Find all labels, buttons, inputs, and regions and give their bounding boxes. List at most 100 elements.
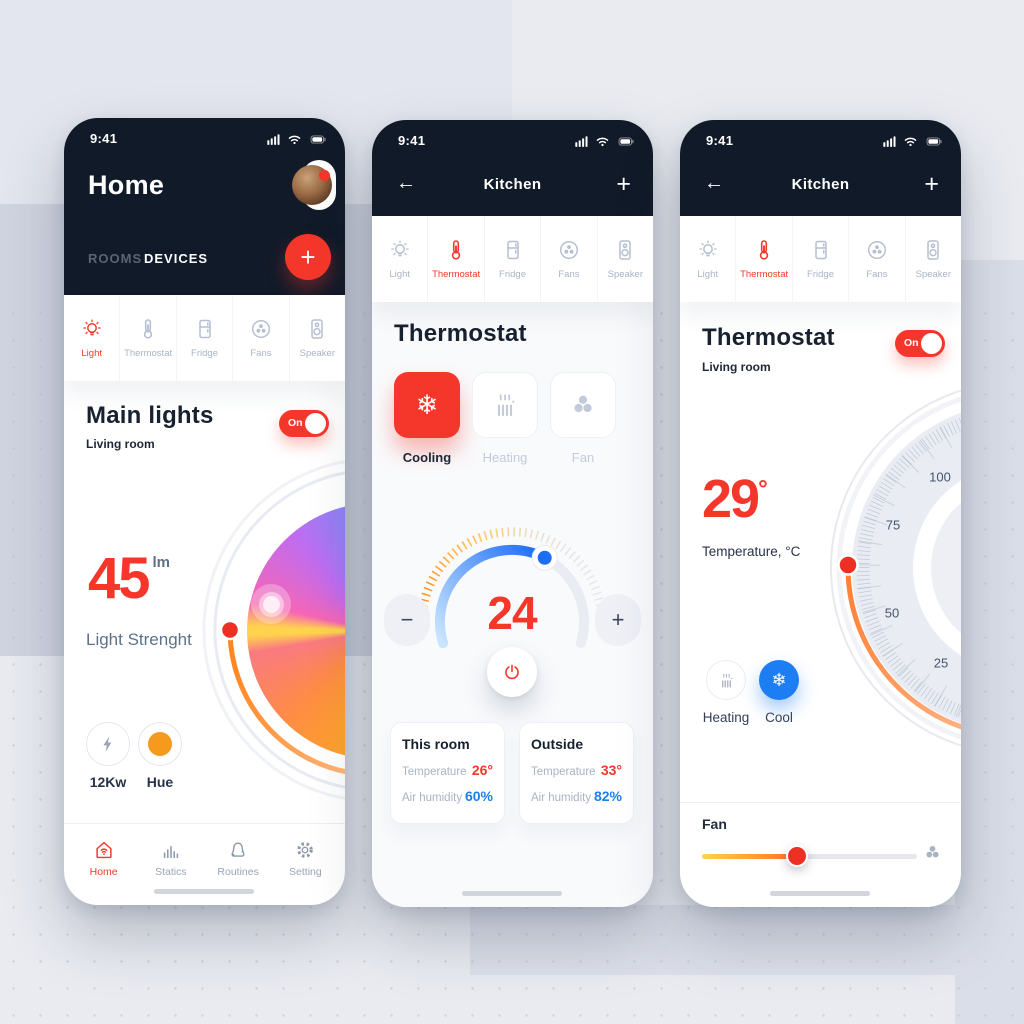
phone-thermostat-dial-screen: 9:41 ← Kitchen + Light Thermostat Fridge [680,120,961,907]
add-icon[interactable]: + [924,170,939,198]
fan-slider-label: Fan [702,816,727,832]
power-usage-button[interactable] [86,722,130,766]
value-unit: lm [152,554,171,571]
hue-button[interactable] [138,722,182,766]
heating-mode-button[interactable] [706,660,746,700]
device-tab-fridge[interactable]: Fridge [791,216,848,302]
color-wheel-selector[interactable] [251,584,291,624]
minus-icon: − [400,607,414,632]
fan-blades-icon [574,395,592,413]
device-tab-light[interactable]: Light [372,216,427,302]
device-tab-fans[interactable]: Fans [540,216,596,302]
back-arrow-icon[interactable]: ← [704,172,724,194]
value-number: 45 [88,546,150,611]
nav-routines[interactable]: Routines [205,830,272,886]
dial-handle[interactable] [837,554,859,576]
mode-heating[interactable]: Heating [472,372,538,465]
row-value: 82% [593,788,622,804]
arc-slider-handle[interactable] [219,619,241,641]
dial-tick-label: 50 [884,605,900,621]
nav-statics[interactable]: Statics [137,830,204,886]
increase-temp-button[interactable]: + [595,594,641,646]
device-tab-light[interactable]: Light [64,295,119,381]
fan-slider-track[interactable] [702,854,917,859]
cool-mode-button[interactable]: ❄ [759,660,799,700]
device-tab-speaker[interactable]: Speaker [596,216,653,302]
color-wheel[interactable] [247,503,345,759]
card-row: Air humidity 60% [402,788,493,804]
outside-card: Outside Temperature 33° Air humidity 82% [519,722,634,824]
home-indicator[interactable] [462,891,562,896]
mode-fan[interactable]: Fan [550,372,616,465]
tab-rooms[interactable]: ROOMS [88,251,143,266]
current-temperature: 29 ° [702,472,768,526]
nav-home[interactable]: Home [70,830,137,886]
nav-label: Routines [217,865,259,878]
device-tab-label: Light [81,348,102,359]
toggle-label: On [904,337,919,349]
tab-devices[interactable]: DEVICES [144,251,209,266]
device-tab-label: Speaker [915,269,952,280]
device-tab-label: Fans [250,348,272,359]
divider [64,823,345,824]
device-tab-thermostat[interactable]: Thermostat [427,216,483,302]
add-device-button[interactable]: + [285,234,331,280]
bottom-navigation: Home Statics Routines Setting [70,830,339,886]
nav-label: Statics [155,865,187,878]
device-tab-fans[interactable]: Fans [848,216,904,302]
thermometer-icon [143,319,153,339]
wifi-icon [596,137,609,147]
back-arrow-icon[interactable]: ← [396,172,416,194]
device-tab-speaker[interactable]: Speaker [288,295,345,381]
signal-icon [267,134,280,145]
fan-slider-handle[interactable] [786,845,808,867]
speaker-icon [619,240,632,260]
thermometer-icon [759,240,769,260]
device-tab-light[interactable]: Light [680,216,735,302]
plus-icon: + [300,241,316,272]
cool-label: Cool [765,710,793,725]
home-indicator[interactable] [770,891,870,896]
row-label: Air humidity [402,792,463,804]
nav-setting[interactable]: Setting [272,830,339,886]
section-title: Thermostat [702,324,835,351]
mode-cooling[interactable]: ❄ Cooling [394,372,460,465]
row-label: Temperature [402,766,467,778]
add-icon[interactable]: + [616,170,631,198]
device-tab-label: Light [389,269,410,280]
power-button[interactable] [487,647,537,697]
device-tab-fridge[interactable]: Fridge [483,216,540,302]
page-title: Home [88,170,165,200]
page-title: Kitchen [791,176,850,193]
mode-button[interactable] [550,372,616,438]
device-tab-speaker[interactable]: Speaker [904,216,961,302]
device-tab-label: Thermostat [432,269,481,280]
wifi-icon [288,135,301,145]
thermostat-power-toggle[interactable]: On [895,330,945,357]
phone-home-screen: 9:41 Home ROOMS DEVICES + Light Thermost… [64,118,345,905]
card-title: Outside [531,736,584,752]
toggle-label: On [288,417,303,429]
device-card-title: Main lights [86,402,214,429]
device-tab-thermostat[interactable]: Thermostat [119,295,175,381]
row-label: Air humidity [531,792,592,804]
device-tab-label: Fans [866,269,888,280]
device-tab-label: Fridge [807,269,834,280]
fridge-icon [198,319,211,339]
toggle-knob [305,413,326,434]
divider [680,802,961,803]
device-tab-label: Fridge [499,269,526,280]
device-tab-thermostat[interactable]: Thermostat [735,216,791,302]
light-power-toggle[interactable]: On [279,410,329,437]
device-tab-fans[interactable]: Fans [232,295,288,381]
home-indicator[interactable] [154,889,254,894]
device-tab-fridge[interactable]: Fridge [175,295,232,381]
status-icons [573,133,638,150]
mode-button[interactable] [472,372,538,438]
light-strength-value: 45 lm [88,550,170,608]
bell-icon [231,842,245,857]
mode-button[interactable]: ❄ [394,372,460,438]
decrease-temp-button[interactable]: − [384,594,430,646]
snowflake-icon: ❄ [415,389,439,420]
fan-icon [251,319,270,339]
